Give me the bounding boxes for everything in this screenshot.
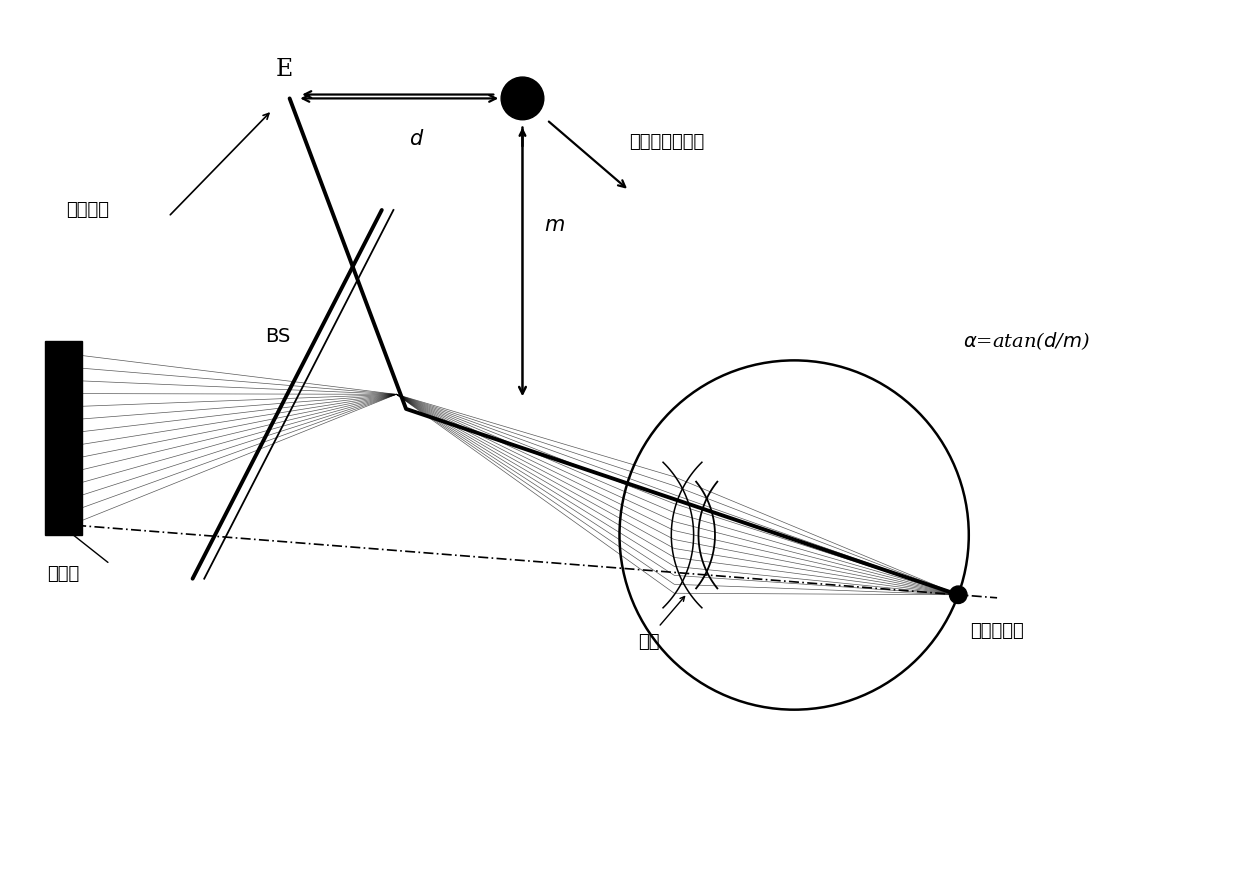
Text: 光轴: 光轴 — [638, 632, 659, 651]
Text: 像差仪: 像差仪 — [47, 565, 79, 583]
Circle shape — [949, 586, 966, 604]
Text: 与内置视标对齐: 与内置视标对齐 — [629, 133, 705, 151]
Text: 注视目标: 注视目标 — [67, 201, 109, 219]
Text: BS: BS — [265, 327, 291, 346]
Text: m: m — [544, 215, 564, 235]
Circle shape — [501, 77, 544, 120]
Text: 黄斑中心凹: 黄斑中心凹 — [970, 622, 1023, 640]
Text: d: d — [409, 130, 422, 150]
Text: E: E — [276, 58, 294, 81]
Bar — [45, 341, 82, 535]
Text: $\alpha$=atan($d$/$m$): $\alpha$=atan($d$/$m$) — [964, 330, 1090, 352]
